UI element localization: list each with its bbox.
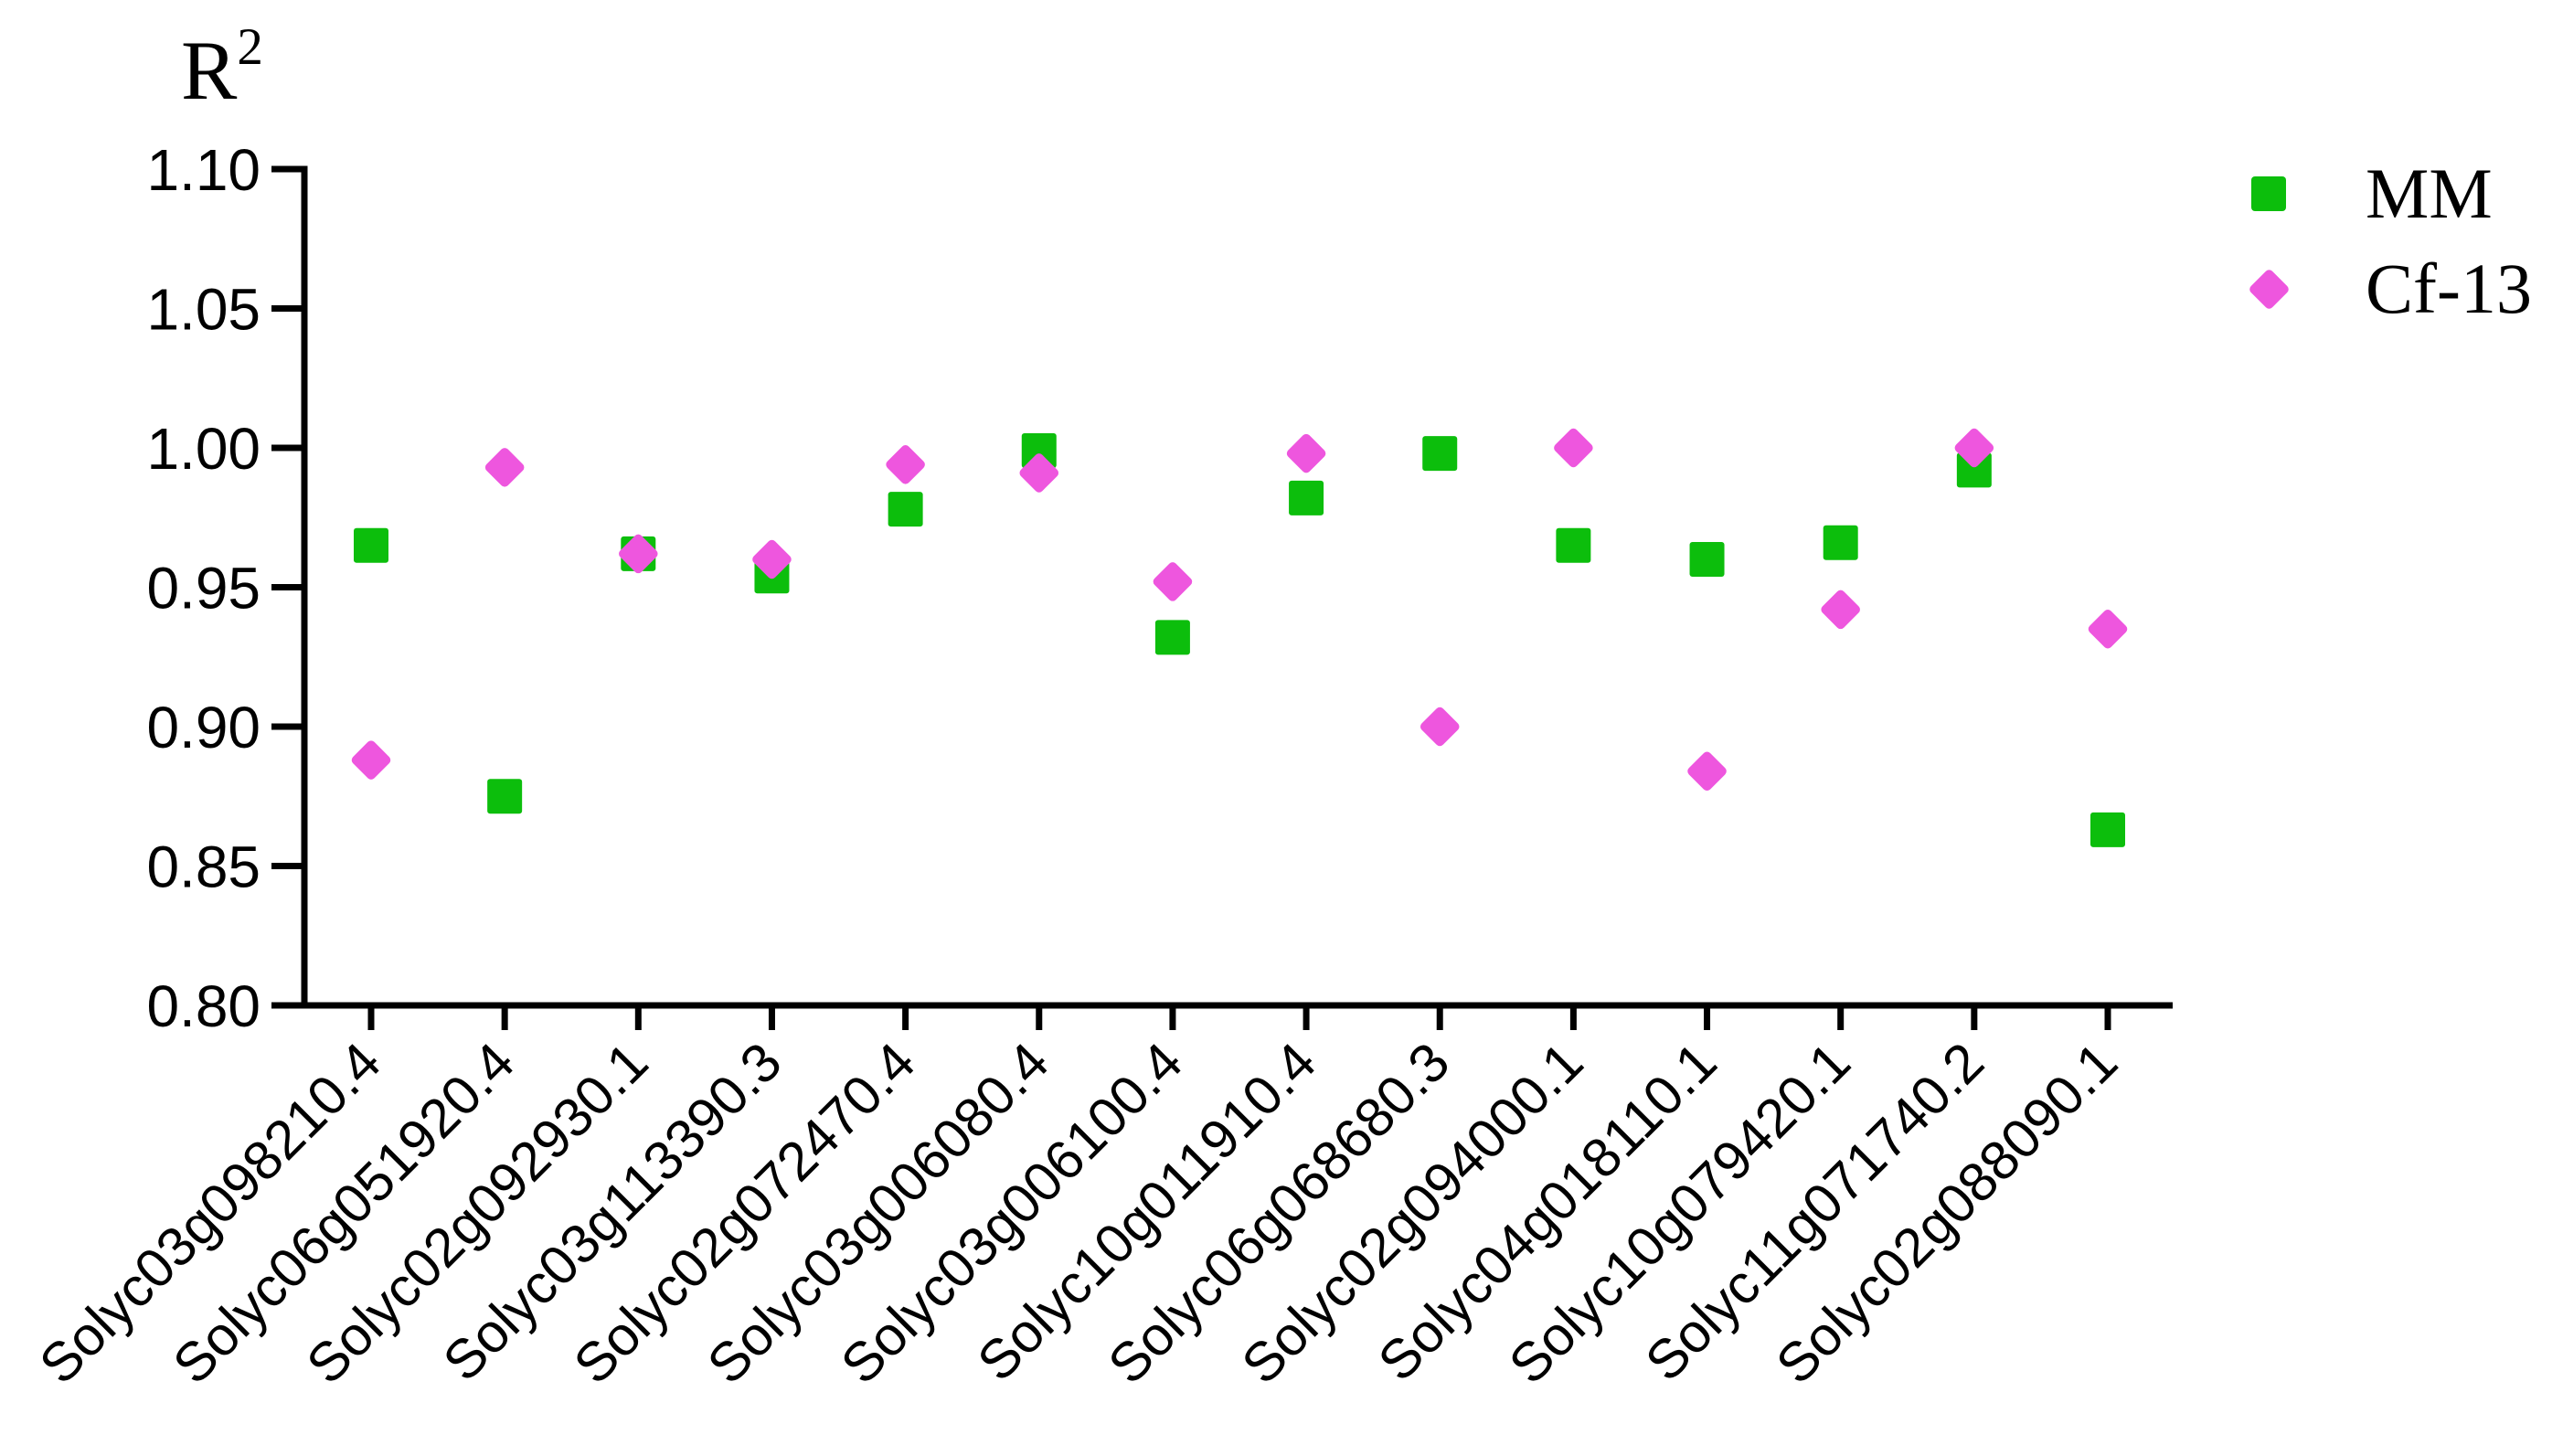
mm-marker — [2090, 812, 2125, 847]
mm-marker — [1956, 452, 1992, 488]
cf13-diamond-icon — [2247, 267, 2291, 311]
mm-marker — [888, 492, 923, 527]
mm-square-icon — [2247, 172, 2291, 216]
cf13-marker — [351, 740, 391, 780]
mm-square-swatch — [2251, 176, 2286, 211]
y-tick-label: 0.80 — [146, 973, 261, 1039]
cf13-marker — [886, 445, 925, 484]
cf13-marker — [1420, 707, 1460, 747]
y-tick-label: 1.10 — [146, 137, 261, 203]
y-tick-label: 1.00 — [146, 416, 261, 482]
mm-marker — [487, 779, 523, 814]
legend-label-cf13: Cf-13 — [2366, 249, 2532, 328]
cf13-marker — [1687, 751, 1727, 792]
cf13-marker — [752, 539, 792, 579]
legend: MM Cf-13 — [2247, 146, 2532, 336]
cf13-marker — [1153, 562, 1193, 601]
mm-marker — [1021, 433, 1057, 469]
cf13-diamond-swatch — [2247, 267, 2291, 311]
mm-marker — [1289, 480, 1324, 515]
legend-label-mm: MM — [2366, 154, 2493, 233]
cf13-marker — [484, 448, 525, 487]
y-axis-title-base: R — [181, 24, 238, 117]
y-axis-title-exponent: 2 — [237, 18, 263, 77]
y-tick-label: 0.85 — [146, 834, 261, 900]
legend-entry-cf13: Cf-13 — [2247, 241, 2532, 336]
mm-marker — [1823, 525, 1858, 560]
cf13-marker — [619, 534, 658, 574]
mm-marker — [354, 527, 388, 563]
cf13-marker — [1821, 590, 1860, 630]
legend-entry-mm: MM — [2247, 146, 2532, 241]
cf13-marker — [1019, 453, 1059, 493]
cf13-marker — [2088, 609, 2128, 649]
mm-marker — [1556, 527, 1591, 563]
cf13-marker — [1954, 428, 1994, 468]
y-tick-label: 1.05 — [146, 277, 261, 343]
y-axis-title: R2 — [181, 18, 263, 119]
cf13-marker — [1554, 428, 1593, 468]
cf13-marker — [1286, 433, 1326, 473]
mm-marker — [1422, 436, 1458, 472]
y-tick-label: 0.90 — [146, 695, 261, 760]
mm-marker — [1154, 620, 1190, 655]
y-tick-label: 0.95 — [146, 556, 261, 622]
mm-marker — [1689, 542, 1725, 577]
